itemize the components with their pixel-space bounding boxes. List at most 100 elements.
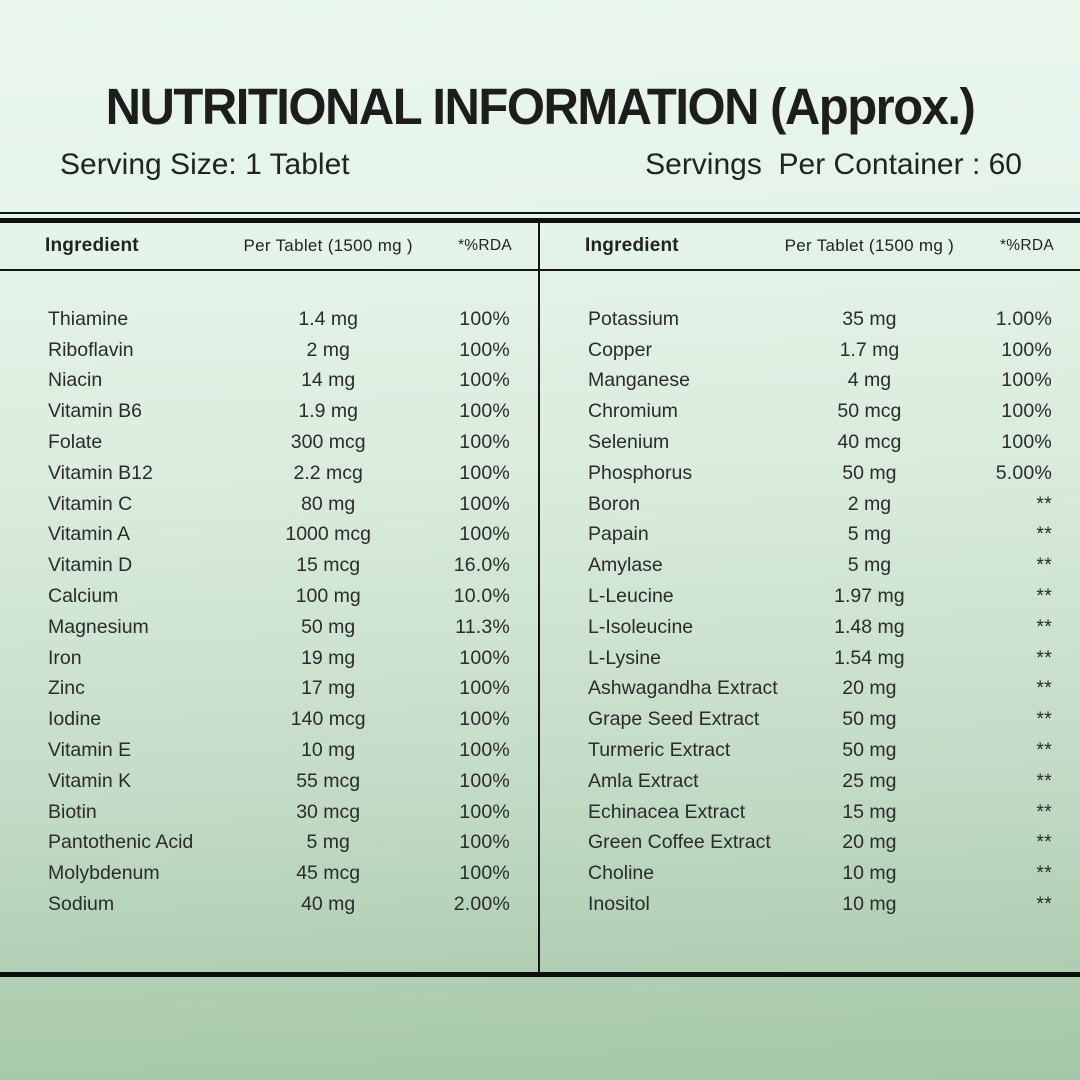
cell-rda: ** [1036, 677, 1052, 700]
table-row: Folate 300 mcg 100% [0, 427, 538, 458]
cell-ingredient: Vitamin B6 [48, 400, 142, 423]
cell-rda: 100% [459, 492, 510, 515]
cell-ingredient: Ashwagandha Extract [588, 677, 778, 700]
serving-info-row: Serving Size: 1 Tablet Servings Per Cont… [0, 148, 1080, 182]
table-right-body: Potassium 35 mg 1.00% Copper 1.7 mg 100% Manga… [540, 271, 1080, 972]
cell-ingredient: Niacin [48, 369, 103, 392]
table-row: Zinc 17 mg 100% [0, 674, 538, 705]
cell-rda: ** [1036, 523, 1052, 546]
cell-amount: 50 mg [301, 615, 356, 638]
cell-ingredient: Vitamin C [48, 492, 133, 515]
cell-rda: 1.00% [995, 307, 1052, 330]
table-row: Choline 10 mg ** [540, 858, 1080, 889]
footer-band [0, 977, 1080, 1072]
cell-amount: 2 mg [306, 338, 350, 361]
cell-rda: ** [1036, 708, 1052, 731]
table-right-header: Ingredient Per Tablet (1500 mg ) *%RDA [540, 223, 1080, 271]
cell-amount: 15 mcg [296, 554, 361, 577]
cell-amount: 1.9 mg [298, 400, 358, 423]
cell-rda: 16.0% [453, 554, 510, 577]
cell-rda: ** [1036, 831, 1052, 854]
cell-amount: 5 mg [847, 554, 892, 577]
table-row: Chromium 50 mcg 100% [540, 396, 1080, 427]
table-row: Vitamin B12 2.2 mcg 100% [0, 458, 538, 489]
bottom-rule [0, 972, 1080, 977]
table-left: Ingredient Per Tablet (1500 mg ) *%RDA T… [0, 223, 540, 972]
table-row: Selenium 40 mcg 100% [540, 427, 1080, 458]
cell-ingredient: Manganese [588, 369, 690, 392]
cell-amount: 35 mg [842, 307, 897, 330]
cell-rda: 100% [1001, 400, 1052, 423]
cell-rda: 5.00% [995, 461, 1052, 484]
cell-rda: 100% [459, 831, 510, 854]
table-row: Potassium 35 mg 1.00% [540, 304, 1080, 335]
cell-ingredient: Chromium [588, 400, 678, 423]
cell-rda: 100% [459, 708, 510, 731]
cell-ingredient: Vitamin B12 [48, 461, 153, 484]
top-rule-thin [0, 212, 1080, 214]
cell-amount: 1.54 mg [834, 646, 905, 669]
cell-amount: 40 mcg [837, 431, 902, 454]
table-row: L-Leucine 1.97 mg ** [540, 581, 1080, 612]
cell-rda: 11.3% [455, 615, 510, 638]
cell-amount: 140 mcg [290, 708, 366, 731]
cell-ingredient: Turmeric Extract [588, 739, 731, 762]
cell-ingredient: Echinacea Extract [588, 800, 746, 823]
ingredient-tables: Ingredient Per Tablet (1500 mg ) *%RDA T… [0, 223, 1080, 972]
cell-ingredient: Inositol [588, 893, 650, 916]
cell-rda: 10.0% [453, 585, 510, 608]
cell-rda: 100% [459, 461, 510, 484]
cell-rda: 100% [459, 307, 510, 330]
column-header-ingredient: Ingredient [585, 235, 679, 256]
cell-rda: ** [1036, 769, 1052, 792]
cell-rda: 100% [1001, 431, 1052, 454]
cell-amount: 50 mcg [837, 400, 902, 423]
cell-rda: 100% [459, 400, 510, 423]
cell-rda: ** [1036, 554, 1052, 577]
table-row: Ashwagandha Extract 20 mg ** [540, 674, 1080, 705]
cell-amount: 50 mg [842, 739, 897, 762]
cell-amount: 10 mg [301, 739, 356, 762]
table-left-header: Ingredient Per Tablet (1500 mg ) *%RDA [0, 223, 538, 271]
cell-amount: 20 mg [842, 677, 897, 700]
table-row: Vitamin C 80 mg 100% [0, 489, 538, 520]
cell-rda: 2.00% [453, 893, 510, 916]
cell-amount: 30 mcg [296, 800, 361, 823]
cell-ingredient: Amylase [588, 554, 663, 577]
cell-ingredient: Folate [48, 431, 103, 454]
table-row: Papain 5 mg ** [540, 520, 1080, 551]
cell-ingredient: Amla Extract [588, 769, 699, 792]
column-header-rda: *%RDA [457, 237, 512, 254]
cell-ingredient: Selenium [588, 431, 670, 454]
cell-rda: 100% [459, 431, 510, 454]
cell-ingredient: Sodium [48, 893, 115, 916]
table-row: Pantothenic Acid 5 mg 100% [0, 828, 538, 859]
cell-ingredient: Riboflavin [48, 338, 134, 361]
table-row: Riboflavin 2 mg 100% [0, 335, 538, 366]
cell-rda: 100% [459, 800, 510, 823]
cell-rda: ** [1036, 893, 1052, 916]
servings-per-container-text: Servings Per Container : 60 [645, 148, 1022, 181]
cell-amount: 100 mg [295, 585, 361, 608]
cell-rda: 100% [459, 677, 510, 700]
column-header-per-tablet: Per Tablet (1500 mg ) [784, 236, 955, 255]
cell-ingredient: Vitamin D [48, 554, 133, 577]
cell-amount: 4 mg [847, 369, 892, 392]
table-row: Copper 1.7 mg 100% [540, 335, 1080, 366]
serving-size-text: Serving Size: 1 Tablet [60, 148, 350, 181]
table-row: Manganese 4 mg 100% [540, 366, 1080, 397]
cell-ingredient: L-Lysine [588, 646, 661, 669]
cell-ingredient: L-Leucine [588, 585, 674, 608]
table-row: Vitamin B6 1.9 mg 100% [0, 396, 538, 427]
cell-amount: 25 mg [842, 769, 897, 792]
cell-amount: 1000 mcg [285, 523, 371, 546]
table-right: Ingredient Per Tablet (1500 mg ) *%RDA P… [540, 223, 1080, 972]
cell-rda: ** [1036, 800, 1052, 823]
cell-ingredient: Zinc [48, 677, 85, 700]
table-row: Grape Seed Extract 50 mg ** [540, 704, 1080, 735]
cell-rda: ** [1036, 585, 1052, 608]
cell-rda: 100% [459, 338, 510, 361]
cell-amount: 1.7 mg [839, 338, 900, 361]
cell-rda: 100% [459, 369, 510, 392]
cell-amount: 55 mcg [296, 769, 361, 792]
